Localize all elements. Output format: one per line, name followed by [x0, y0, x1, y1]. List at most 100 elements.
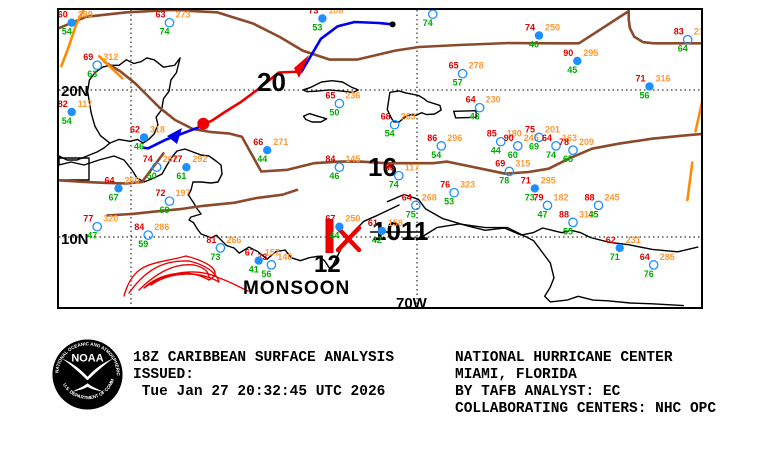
svg-text:69: 69 [160, 205, 170, 215]
svg-text:64: 64 [640, 252, 650, 262]
svg-text:20N: 20N [61, 83, 89, 100]
svg-text:231: 231 [626, 235, 641, 245]
svg-text:42: 42 [372, 235, 382, 245]
svg-text:54: 54 [431, 150, 441, 160]
svg-text:73: 73 [308, 10, 318, 16]
svg-text:79: 79 [419, 10, 429, 11]
svg-text:84: 84 [325, 154, 335, 164]
svg-text:273: 273 [176, 10, 191, 20]
svg-text:64: 64 [105, 175, 115, 185]
svg-text:55: 55 [563, 226, 573, 236]
svg-text:86: 86 [427, 133, 437, 143]
svg-text:263: 263 [401, 112, 416, 122]
svg-text:312: 312 [103, 52, 118, 62]
svg-text:59: 59 [138, 239, 148, 249]
svg-text:MONSOON: MONSOON [243, 278, 350, 299]
svg-text:64: 64 [542, 133, 552, 143]
svg-text:50: 50 [147, 171, 157, 181]
svg-text:64: 64 [678, 44, 688, 54]
svg-text:292: 292 [192, 154, 207, 164]
svg-text:46: 46 [134, 141, 144, 151]
svg-text:57: 57 [453, 78, 463, 88]
svg-text:71: 71 [521, 175, 531, 185]
svg-text:230: 230 [486, 95, 501, 105]
svg-text:67: 67 [245, 248, 255, 258]
svg-text:145: 145 [345, 154, 360, 164]
svg-text:43: 43 [470, 112, 480, 122]
svg-text:75: 75 [406, 209, 416, 219]
svg-text:88: 88 [559, 209, 569, 219]
svg-text:278: 278 [469, 61, 484, 71]
svg-text:260: 260 [125, 175, 140, 185]
svg-text:73: 73 [210, 252, 220, 262]
svg-text:63: 63 [87, 69, 97, 79]
svg-text:81: 81 [206, 235, 216, 245]
svg-text:316: 316 [656, 74, 671, 84]
svg-text:296: 296 [447, 133, 462, 143]
svg-text:62: 62 [130, 124, 140, 134]
svg-text:85: 85 [487, 129, 497, 139]
svg-text:40: 40 [529, 40, 539, 50]
svg-text:78: 78 [499, 175, 509, 185]
svg-text:78: 78 [559, 137, 569, 147]
svg-text:268: 268 [422, 192, 437, 202]
svg-text:70W: 70W [396, 295, 428, 309]
svg-text:315: 315 [515, 158, 530, 168]
svg-text:108: 108 [328, 10, 343, 16]
svg-text:65: 65 [563, 154, 573, 164]
svg-text:63: 63 [156, 10, 166, 20]
svg-text:53: 53 [312, 23, 322, 33]
svg-text:54: 54 [385, 129, 395, 139]
svg-text:45: 45 [589, 209, 599, 219]
svg-text:90: 90 [563, 48, 573, 58]
svg-text:47: 47 [87, 231, 97, 241]
svg-text:71: 71 [610, 252, 620, 262]
svg-text:90: 90 [504, 133, 514, 143]
svg-text:76: 76 [644, 269, 654, 279]
svg-text:79: 79 [534, 192, 544, 202]
svg-text:67: 67 [325, 214, 335, 224]
svg-text:NOAA: NOAA [71, 353, 103, 365]
svg-text:74: 74 [160, 27, 170, 37]
svg-text:56: 56 [261, 269, 271, 279]
svg-text:54: 54 [62, 27, 72, 37]
svg-text:68: 68 [381, 112, 391, 122]
svg-text:72: 72 [156, 188, 166, 198]
svg-text:84: 84 [134, 222, 144, 232]
svg-text:61: 61 [368, 218, 378, 228]
svg-text:117: 117 [405, 163, 420, 173]
svg-text:77: 77 [172, 154, 182, 164]
svg-text:12: 12 [314, 251, 341, 278]
svg-text:44: 44 [491, 146, 501, 156]
svg-text:53: 53 [444, 197, 454, 207]
svg-text:41: 41 [249, 265, 259, 275]
svg-text:67: 67 [109, 192, 119, 202]
svg-text:320: 320 [103, 214, 118, 224]
svg-text:289: 289 [78, 10, 93, 20]
svg-text:20: 20 [257, 67, 286, 97]
svg-text:44: 44 [257, 154, 267, 164]
svg-text:323: 323 [460, 180, 475, 190]
svg-text:69: 69 [83, 52, 93, 62]
svg-text:65: 65 [325, 91, 335, 101]
svg-text:83: 83 [674, 27, 684, 37]
svg-text:217: 217 [694, 27, 703, 37]
svg-text:74: 74 [423, 18, 433, 28]
svg-text:64: 64 [402, 192, 412, 202]
svg-text:250: 250 [545, 23, 560, 33]
svg-text:86: 86 [385, 163, 395, 173]
svg-text:82: 82 [59, 99, 68, 109]
svg-text:266: 266 [226, 235, 241, 245]
svg-text:71: 71 [636, 74, 646, 84]
svg-text:64: 64 [466, 95, 476, 105]
svg-text:69: 69 [529, 141, 539, 151]
svg-text:74: 74 [525, 23, 535, 33]
svg-text:250: 250 [345, 214, 360, 224]
svg-text:50: 50 [329, 108, 339, 118]
svg-text:44: 44 [329, 231, 339, 241]
svg-text:69: 69 [495, 158, 505, 168]
svg-text:77: 77 [83, 214, 93, 224]
svg-text:65: 65 [449, 61, 459, 71]
svg-text:158: 158 [388, 218, 403, 228]
svg-text:197: 197 [176, 188, 191, 198]
